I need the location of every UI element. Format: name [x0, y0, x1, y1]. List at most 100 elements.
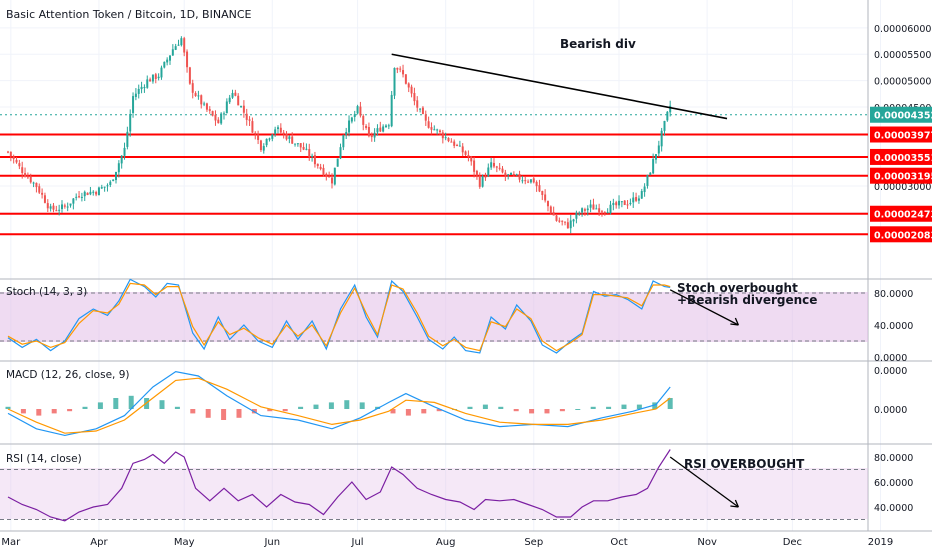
macd-histogram-bar — [636, 404, 642, 409]
macd-signal-line — [7, 377, 671, 434]
candle-body — [21, 167, 24, 174]
candle-body — [419, 108, 422, 110]
price-level-label: 0.00002083 — [874, 230, 932, 241]
candle-body — [444, 137, 447, 139]
chart-title: Basic Attention Token / Bitcoin, 1D, BIN… — [6, 8, 252, 21]
candle-body — [43, 195, 46, 203]
candle-body — [66, 206, 69, 208]
candle-body — [475, 170, 478, 176]
candle-body — [561, 220, 564, 222]
candle-body — [240, 106, 243, 108]
candle-body — [112, 179, 115, 181]
macd-histogram-bar — [5, 406, 11, 409]
candle-body — [328, 176, 331, 178]
candle-body — [487, 167, 490, 177]
candle-body — [546, 201, 549, 207]
candle-body — [564, 221, 567, 223]
candle-body — [606, 212, 609, 214]
macd-histogram-bar — [267, 409, 273, 412]
candle-body — [60, 204, 63, 210]
candle-body — [632, 197, 635, 203]
candle-body — [222, 113, 225, 115]
macd-histogram-bar — [436, 409, 442, 412]
time-axis-tick-label: Jun — [263, 537, 280, 548]
candle-body — [80, 196, 83, 198]
price-level-label-box — [870, 148, 932, 165]
macd-histogram-bar — [190, 409, 196, 414]
stoch-axis-tick-label: 40.0000 — [874, 321, 913, 332]
candle-body — [262, 146, 265, 151]
macd-histogram-bar — [205, 409, 211, 418]
candle-body — [399, 68, 402, 70]
candle-body — [191, 83, 194, 93]
candle-body — [214, 114, 217, 121]
candle-body — [129, 113, 132, 132]
price-level-label: 0.00002473 — [874, 210, 932, 221]
candle-body — [544, 194, 547, 201]
candle-body — [282, 132, 285, 134]
candle-body — [592, 204, 595, 210]
candle-body — [95, 192, 98, 195]
candle-body — [26, 176, 29, 178]
time-axis-tick-label: Sep — [524, 537, 543, 548]
candle-body — [657, 145, 660, 154]
candle-body — [623, 200, 626, 205]
candle-body — [484, 176, 487, 178]
macd-histogram-bar — [128, 395, 134, 409]
candle-body — [333, 167, 336, 185]
candle-body — [595, 208, 598, 210]
candle-body — [41, 192, 44, 195]
candle-body — [345, 132, 348, 135]
candle-body — [339, 147, 342, 159]
price-axis-tick-label: 0.00005500 — [874, 50, 931, 61]
price-axis-tick-label: 0.00005000 — [874, 77, 931, 88]
macd-histogram-bar — [590, 406, 596, 409]
macd-histogram-bar — [328, 402, 334, 409]
candle-body — [78, 196, 81, 198]
candle-body — [481, 176, 484, 187]
candle-body — [151, 74, 154, 82]
candle-body — [274, 129, 277, 134]
candle-body — [166, 59, 169, 63]
candle-body — [228, 97, 231, 103]
bearish-trendline — [391, 53, 728, 120]
candle-body — [268, 138, 271, 140]
candle-body — [183, 38, 186, 53]
rsi-band-fill — [0, 468, 868, 519]
candle-body — [663, 120, 666, 131]
grid — [0, 0, 881, 531]
candle-body — [510, 172, 513, 175]
candle-body — [109, 181, 112, 185]
candle-body — [660, 130, 663, 147]
candle-body — [149, 79, 152, 82]
macd-histogram-bar — [621, 404, 627, 409]
candle-body — [467, 155, 470, 157]
macd-axis-tick-label: 0.0000 — [874, 405, 907, 416]
macd-histogram-bar — [221, 409, 227, 420]
candle-body — [69, 203, 72, 206]
candle-body — [566, 222, 569, 229]
candle-body — [379, 127, 382, 132]
candle-body — [473, 160, 476, 172]
macd-histogram-bar — [467, 406, 473, 409]
candle-body — [200, 95, 203, 105]
candle-body — [271, 134, 274, 139]
rsi-panel — [0, 449, 868, 522]
candle-body — [75, 196, 78, 198]
candle-body — [291, 136, 294, 144]
candle-body — [501, 168, 504, 173]
candle-body — [322, 167, 325, 175]
macd-histogram-bar — [313, 404, 319, 409]
candle-body — [251, 121, 254, 133]
candle-body — [353, 114, 356, 118]
rsi-title: RSI (14, close) — [6, 453, 82, 465]
candle-body — [583, 209, 586, 211]
candle-body — [512, 173, 515, 175]
candle-body — [154, 74, 157, 79]
candle-body — [635, 197, 638, 201]
candle-body — [140, 86, 143, 90]
candle-body — [461, 146, 464, 153]
candle-body — [174, 46, 177, 50]
candle-body — [296, 143, 299, 145]
candle-body — [410, 86, 413, 94]
